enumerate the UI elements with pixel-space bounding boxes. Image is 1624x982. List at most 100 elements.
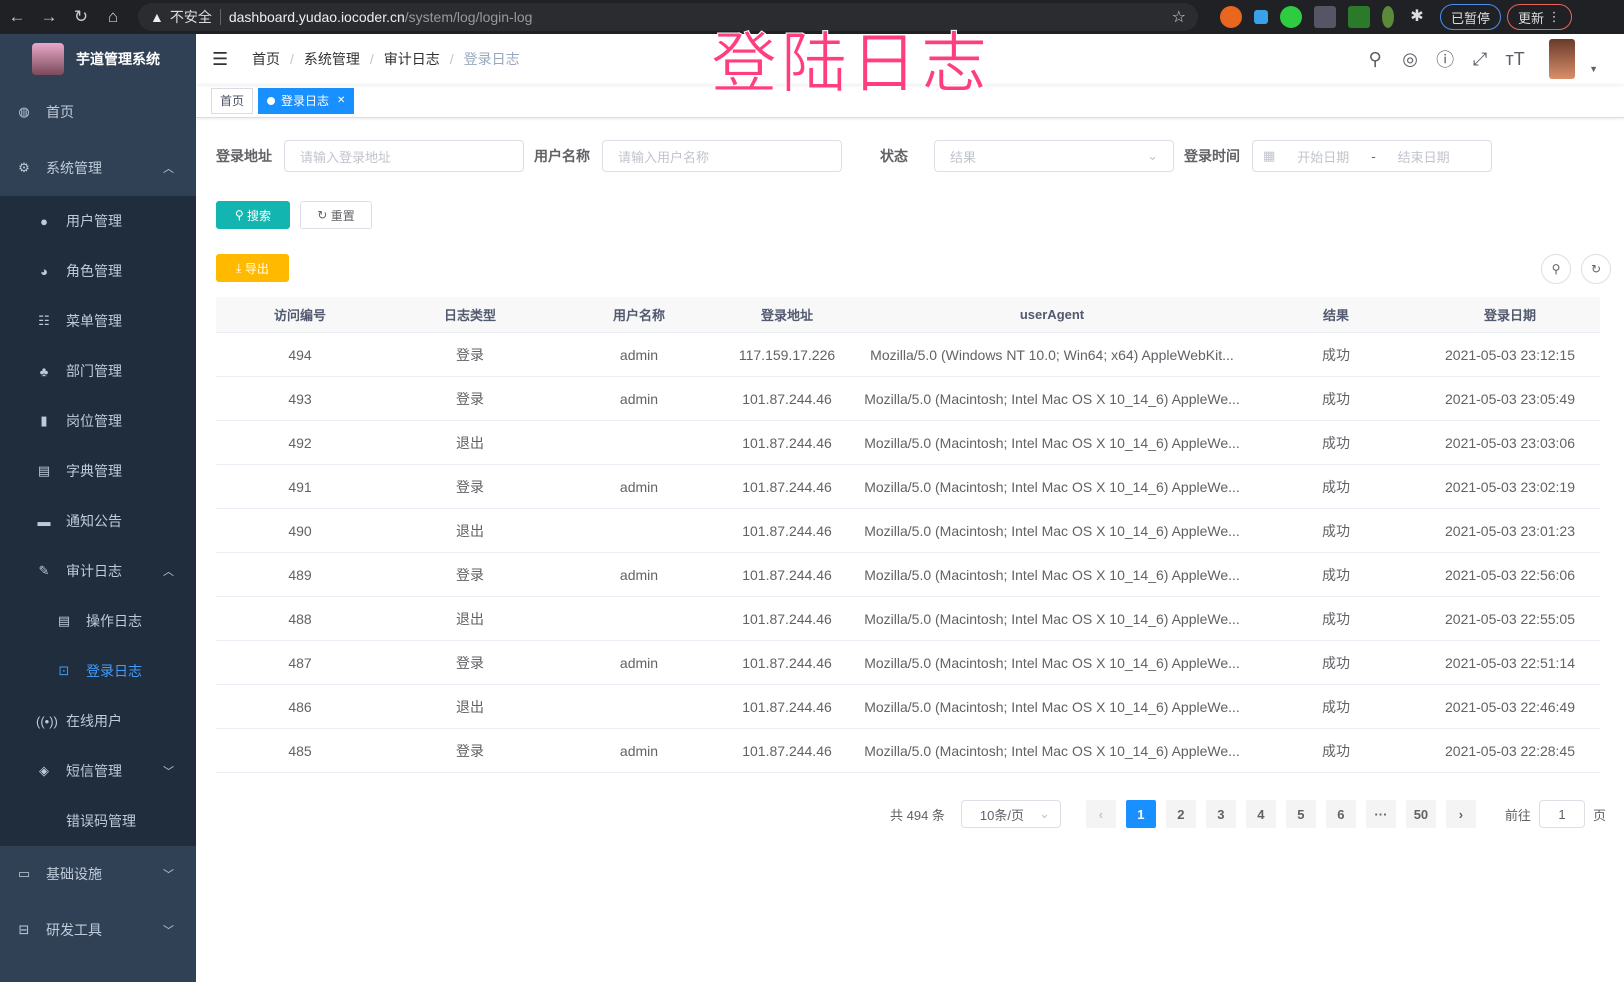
extension-icon[interactable] <box>1314 6 1336 28</box>
reload-icon[interactable]: ↻ <box>73 7 89 26</box>
sidebar-item-label: 部门管理 <box>66 363 122 379</box>
chevron-up-icon: ︿ <box>163 163 174 175</box>
page-button[interactable]: 4 <box>1245 800 1276 828</box>
sidebar-item[interactable]: ◍ 首页 <box>0 84 196 140</box>
sidebar-item[interactable]: ▤ 操作日志 <box>0 596 196 646</box>
table-row[interactable]: 491 登录 admin 101.87.244.46 Mozilla/5.0 (Maci… <box>216 465 1600 509</box>
sidebar-item[interactable]: ☷ 菜单管理 <box>0 296 196 346</box>
fullscreen-icon[interactable]: ⤢ <box>1472 48 1488 69</box>
puzzle-icon[interactable]: ✱ <box>1410 8 1424 25</box>
sidebar-item-label: 研发工具 <box>46 922 102 938</box>
page-button[interactable]: 1 <box>1125 800 1156 828</box>
table-row[interactable]: 485 登录 admin 101.87.244.46 Mozilla/5.0 (Maci… <box>216 729 1600 773</box>
main-area: ☰ 首页 / 系统管理 / 审计日志 / 登录日志 登陆日志 ⚲ ◎ ⓘ ⤢ ᴛT ▼… <box>196 26 1624 982</box>
home-icon[interactable]: ⌂ <box>107 7 119 26</box>
profile-button[interactable]: 已暂停 <box>1440 4 1502 30</box>
sidebar-item[interactable]: ✎ 审计日志 ︿ <box>0 546 196 596</box>
goto-page-input[interactable]: 1 <box>1538 800 1585 828</box>
sidebar-item[interactable]: ▭ 基础设施 ﹀ <box>0 846 196 902</box>
question-icon[interactable]: ⓘ <box>1436 50 1455 70</box>
breadcrumb-item[interactable]: 首页 <box>252 51 280 67</box>
refresh-button[interactable]: ↻ <box>1581 254 1611 284</box>
table-row[interactable]: 488 退出 101.87.244.46 Mozilla/5.0 (Macintosh… <box>216 597 1600 641</box>
search-button[interactable]: ⚲ 搜索 <box>216 201 290 229</box>
next-page-button[interactable]: › <box>1445 800 1476 828</box>
table-row[interactable]: 487 登录 admin 101.87.244.46 Mozilla/5.0 (Maci… <box>216 641 1600 685</box>
sidebar-item[interactable]: ▤ 字典管理 <box>0 446 196 496</box>
tree-icon: ♣ <box>39 363 49 379</box>
filter-form: 登录地址 请输入登录地址 用户名称 请输入用户名称 状态 结果 ⌄ 登录时间 ▦ 开… <box>216 140 1492 172</box>
extension-icon[interactable] <box>1220 6 1242 28</box>
prev-page-button[interactable]: ‹ <box>1085 800 1116 828</box>
search-icon[interactable]: ⚲ <box>1368 48 1382 69</box>
sidebar-item[interactable]: ◕ 角色管理 <box>0 246 196 296</box>
table-row[interactable]: 494 登录 admin 117.159.17.226 Mozilla/5.0 (Win… <box>216 333 1600 377</box>
hamburger-icon[interactable]: ☰ <box>212 48 229 69</box>
sidebar-item[interactable]: ⊡ 登录日志 <box>0 646 196 696</box>
page-button[interactable]: ··· <box>1365 800 1396 828</box>
table-cell: 登录 <box>456 654 484 671</box>
sidebar-item[interactable]: ◈ 短信管理 ﹀ <box>0 746 196 796</box>
caret-down-icon[interactable]: ▼ <box>1589 64 1598 74</box>
login-log-table: 访问编号 日志类型 用户名称 登录地址 userAgent 结果 登录日期 49… <box>216 297 1600 773</box>
url-path: /system/log/login-log <box>404 9 533 25</box>
sidebar-logo[interactable]: 芋道管理系统 <box>0 34 196 84</box>
table-cell: 493 <box>288 390 312 407</box>
end-date[interactable]: 结束日期 <box>1397 149 1450 165</box>
username-input[interactable]: 请输入用户名称 <box>602 140 842 172</box>
back-icon[interactable]: ← <box>8 7 26 26</box>
extension-icon[interactable] <box>1382 6 1394 28</box>
table-row[interactable]: 492 退出 101.87.244.46 Mozilla/5.0 (Macintosh… <box>216 421 1600 465</box>
page-button[interactable]: 50 <box>1405 800 1436 828</box>
sidebar-item-label: 系统管理 <box>46 160 102 176</box>
sidebar-item[interactable]: 错误码管理 <box>0 796 196 846</box>
sidebar-item[interactable]: ⊟ 研发工具 ﹀ <box>0 902 196 958</box>
table-cell: 101.87.244.46 <box>742 478 832 495</box>
address-input[interactable]: 请输入登录地址 <box>284 140 524 172</box>
export-button[interactable]: ⤓ 导出 <box>216 254 289 282</box>
extension-icon[interactable] <box>1280 6 1302 28</box>
font-size-icon[interactable]: ᴛT <box>1505 48 1525 69</box>
page-button[interactable]: 5 <box>1285 800 1316 828</box>
online-icon: ((•)) <box>36 713 58 729</box>
tree-table-icon: ☷ <box>38 313 50 328</box>
chevron-down-icon: ⌄ <box>1147 148 1158 163</box>
page-size-select[interactable]: 10条/页 ⌄ <box>960 800 1061 828</box>
extension-icon[interactable] <box>1348 6 1370 28</box>
table-cell: admin <box>619 390 659 407</box>
status-select[interactable]: 结果 ⌄ <box>934 140 1174 172</box>
table-cell: 成功 <box>1322 522 1350 539</box>
page-button[interactable]: 6 <box>1325 800 1356 828</box>
forward-icon[interactable]: → <box>40 7 58 26</box>
page-button[interactable]: 2 <box>1165 800 1196 828</box>
table-row[interactable]: 493 登录 admin 101.87.244.46 Mozilla/5.0 (Maci… <box>216 377 1600 421</box>
sidebar-item[interactable]: ((•)) 在线用户 <box>0 696 196 746</box>
tag-home[interactable]: 首页 <box>211 87 254 114</box>
bookmark-star-icon[interactable]: ☆ <box>1171 9 1186 26</box>
table-row[interactable]: 486 退出 101.87.244.46 Mozilla/5.0 (Macintosh… <box>216 685 1600 729</box>
reset-button[interactable]: ↻ 重置 <box>300 201 372 229</box>
app-title: 芋道管理系统 <box>76 51 160 67</box>
avatar[interactable] <box>1549 39 1576 79</box>
tag-login-log[interactable]: 登录日志 ✕ <box>258 87 355 114</box>
extension-icon[interactable] <box>1254 10 1268 24</box>
sidebar-item[interactable]: ▬ 通知公告 <box>0 496 196 546</box>
breadcrumb-separator: / <box>290 51 294 67</box>
sidebar-item[interactable]: ⚙ 系统管理 ︿ <box>0 140 196 196</box>
start-date[interactable]: 开始日期 <box>1297 149 1350 165</box>
table-row[interactable]: 489 登录 admin 101.87.244.46 Mozilla/5.0 (Maci… <box>216 553 1600 597</box>
chevron-up-icon: ︿ <box>163 566 174 578</box>
sidebar-item[interactable]: ♣ 部门管理 <box>0 346 196 396</box>
date-range-picker[interactable]: ▦ 开始日期 - 结束日期 <box>1252 140 1492 172</box>
update-button[interactable]: 更新 ⋮ <box>1507 4 1572 30</box>
close-icon[interactable]: ✕ <box>337 95 346 106</box>
table-cell: 成功 <box>1322 390 1350 407</box>
address-bar[interactable]: ▲ 不安全 dashboard.yudao.iocoder.cn/system/… <box>138 3 1198 31</box>
table-row[interactable]: 490 退出 101.87.244.46 Mozilla/5.0 (Macintosh… <box>216 509 1600 553</box>
github-icon[interactable]: ◎ <box>1402 48 1418 69</box>
toggle-search-button[interactable]: ⚲ <box>1541 254 1571 284</box>
browser-bar: ← → ↻ ⌂ ▲ 不安全 dashboard.yudao.iocoder.cn… <box>0 0 1624 34</box>
page-button[interactable]: 3 <box>1205 800 1236 828</box>
sidebar-item[interactable]: ● 用户管理 <box>0 196 196 246</box>
sidebar-item[interactable]: ▮ 岗位管理 <box>0 396 196 446</box>
